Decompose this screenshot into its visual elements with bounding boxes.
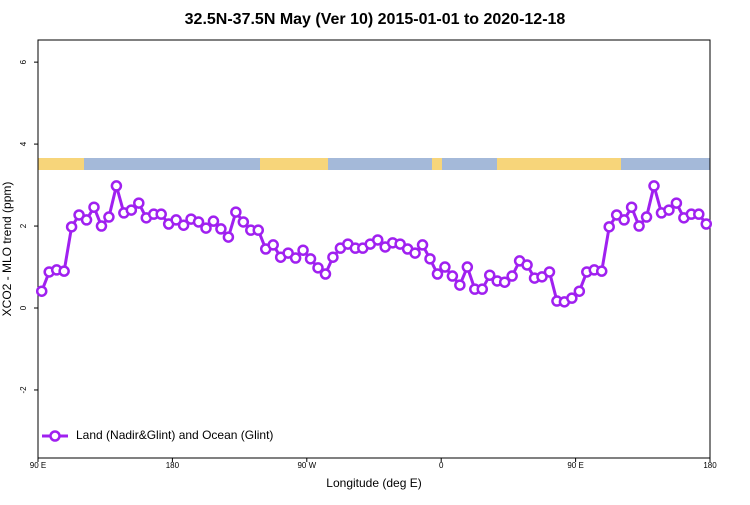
y-tick-label: -2 xyxy=(19,386,28,394)
data-point xyxy=(670,197,683,209)
data-point xyxy=(498,276,511,288)
data-point xyxy=(170,214,182,226)
data-point xyxy=(88,201,100,213)
data-point xyxy=(230,206,242,218)
legend-label: Land (Nadir&Glint) and Ocean (Glint) xyxy=(76,428,273,442)
data-point xyxy=(267,239,279,251)
data-point xyxy=(461,261,474,273)
data-point xyxy=(252,224,265,236)
data-point xyxy=(207,215,220,227)
data-point xyxy=(110,180,123,192)
data-point xyxy=(625,201,638,213)
data-point xyxy=(237,216,250,228)
data-point xyxy=(289,252,302,264)
legend-marker xyxy=(49,430,61,442)
data-point xyxy=(431,268,444,280)
x-tick-label: 0 xyxy=(439,461,444,470)
x-tick-label: 90 E xyxy=(567,461,583,470)
x-axis-label: Longitude (deg E) xyxy=(326,476,421,490)
data-point xyxy=(618,214,630,226)
data-point xyxy=(633,220,645,232)
plot-frame xyxy=(37,39,711,459)
data-point xyxy=(693,208,705,220)
y-axis-label: XCO2 - MLO trend (ppm) xyxy=(0,182,14,317)
land-band xyxy=(432,158,442,170)
data-point xyxy=(700,218,713,230)
data-point xyxy=(103,211,115,223)
data-point xyxy=(319,268,332,280)
data-point xyxy=(595,265,608,277)
data-point xyxy=(65,221,78,233)
land-band xyxy=(260,158,328,170)
data-point xyxy=(192,216,205,228)
x-tick-label: 90 E xyxy=(30,461,46,470)
y-tick-label: 4 xyxy=(19,141,28,146)
data-point xyxy=(603,221,615,233)
data-point xyxy=(446,270,459,282)
data-point xyxy=(35,285,48,297)
data-point xyxy=(454,279,466,291)
chart-title: 32.5N-37.5N May (Ver 10) 2015-01-01 to 2… xyxy=(185,11,566,28)
data-point xyxy=(409,247,421,259)
data-point xyxy=(58,265,70,277)
data-point xyxy=(125,204,138,216)
data-point xyxy=(304,253,317,265)
data-point xyxy=(80,214,93,226)
data-point xyxy=(327,251,339,263)
y-tick-label: 6 xyxy=(19,59,28,64)
data-point xyxy=(416,239,429,251)
x-tick-label: 180 xyxy=(166,461,180,470)
data-point xyxy=(573,285,586,297)
data-point xyxy=(312,262,324,274)
land-ocean-band xyxy=(38,158,710,170)
data-point xyxy=(155,208,167,220)
data-point xyxy=(133,197,145,209)
data-point xyxy=(222,231,235,243)
data-point xyxy=(483,269,496,281)
data-point xyxy=(200,222,212,234)
y-tick-label: 0 xyxy=(19,305,28,310)
data-point xyxy=(566,292,578,304)
data-point xyxy=(663,204,675,216)
data-point xyxy=(424,253,436,265)
data-point xyxy=(439,261,451,273)
data-point xyxy=(476,283,489,295)
data-point xyxy=(371,234,384,246)
data-point xyxy=(521,259,533,271)
x-tick-label: 180 xyxy=(703,461,717,470)
data-point xyxy=(297,244,309,256)
data-point xyxy=(95,220,108,232)
data-point xyxy=(648,180,660,192)
land-band xyxy=(38,158,84,170)
land-band xyxy=(497,158,621,170)
data-point xyxy=(215,223,227,235)
y-tick-label: 2 xyxy=(19,223,28,228)
x-tick-label: 90 W xyxy=(297,461,316,470)
data-point xyxy=(506,270,518,282)
data-point xyxy=(177,219,190,231)
data-point xyxy=(640,211,653,223)
data-point xyxy=(543,266,556,278)
